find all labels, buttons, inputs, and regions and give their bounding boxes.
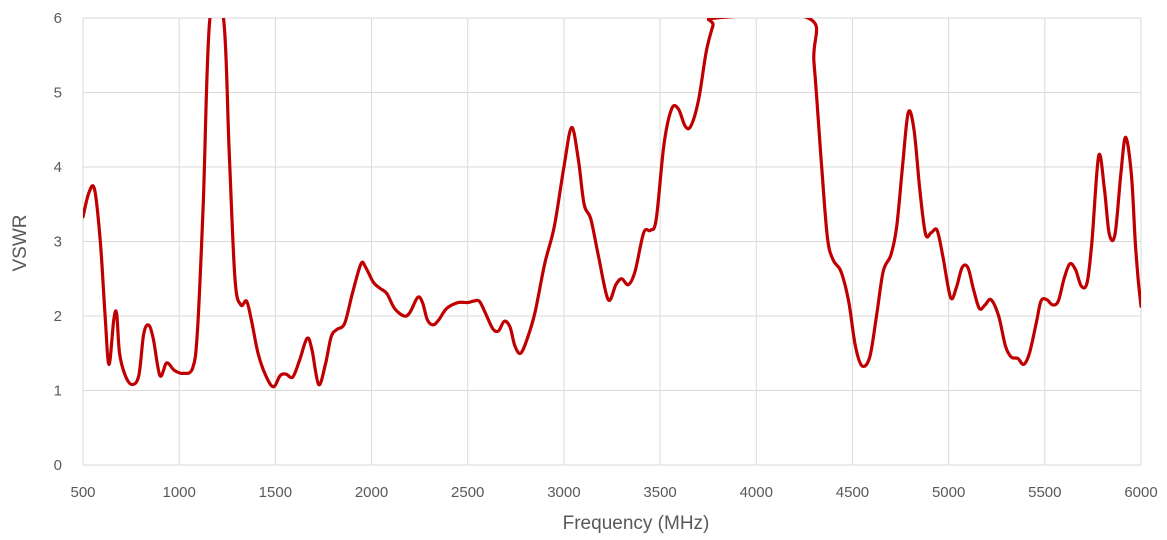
x-axis-title: Frequency (MHz)	[563, 513, 710, 534]
vswr-series-line-0	[83, 18, 1141, 389]
y-tick-label-3: 3	[54, 234, 62, 251]
y-tick-label-6: 6	[54, 10, 62, 27]
x-tick-label-3000: 3000	[547, 484, 580, 501]
gridlines	[82, 17, 1142, 466]
x-tick-label-2500: 2500	[451, 484, 484, 501]
x-tick-label-1000: 1000	[162, 484, 195, 501]
y-tick-label-2: 2	[54, 308, 62, 325]
x-tick-label-4500: 4500	[836, 484, 869, 501]
y-tick-label-1: 1	[54, 383, 62, 400]
x-tick-label-5000: 5000	[932, 484, 965, 501]
x-tick-label-1500: 1500	[259, 484, 292, 501]
x-tick-label-6000: 6000	[1124, 484, 1157, 501]
y-axis-tick-labels: 0 1 2 3 4 5 6	[54, 10, 62, 474]
y-tick-label-4: 4	[54, 159, 62, 176]
x-tick-label-3500: 3500	[643, 484, 676, 501]
x-axis-tick-labels: 500 1000 1500 2000 2500 3000 3500 4000 4500 5000 5…	[70, 484, 1157, 501]
x-tick-label-4000: 4000	[740, 484, 773, 501]
series-group	[83, 18, 1141, 389]
y-tick-label-5: 5	[54, 85, 62, 102]
x-tick-label-2000: 2000	[355, 484, 388, 501]
x-tick-label-500: 500	[70, 484, 95, 501]
x-tick-label-5500: 5500	[1028, 484, 1061, 501]
y-tick-label-0: 0	[54, 457, 62, 474]
y-axis-title: VSWR	[10, 215, 31, 272]
